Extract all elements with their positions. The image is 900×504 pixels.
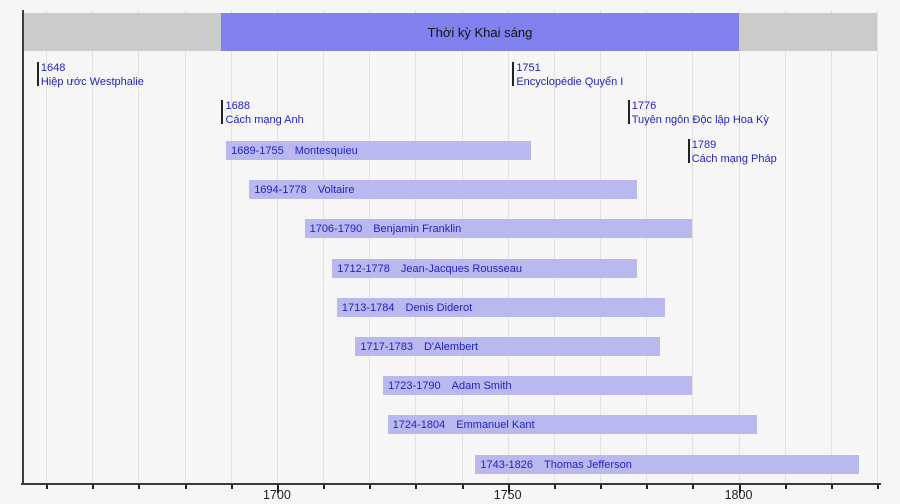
person-name: Emmanuel Kant (456, 418, 535, 431)
x-axis-minor-tick (600, 485, 603, 489)
person-name: Denis Diderot (405, 301, 473, 314)
event-marker-tick (221, 100, 224, 124)
person-years: 1743-1826 (480, 458, 533, 471)
person-name: Montesquieu (294, 144, 358, 157)
gridline (92, 10, 94, 483)
event-label: 1776 Tuyên ngôn Độc lập Hoa Kỳ (632, 100, 769, 127)
person-years: 1712-1778 (337, 262, 390, 275)
gridline (507, 10, 509, 483)
x-axis-minor-tick (415, 485, 418, 489)
event-year: 1648 (40, 62, 66, 74)
x-axis-minor-tick (646, 485, 649, 489)
person-bar: 1743-1826 Thomas Jefferson (475, 455, 859, 474)
x-axis-minor-tick (92, 485, 95, 489)
gridline (830, 10, 832, 483)
x-axis-minor-tick (46, 485, 49, 489)
x-axis-minor-tick (784, 485, 787, 489)
gridline (46, 10, 48, 483)
x-axis-major-tick (507, 485, 510, 493)
gridline (184, 10, 186, 483)
person-name: D'Alembert (423, 340, 479, 353)
x-axis-tick-label: 1800 (724, 488, 753, 502)
x-axis-minor-tick (877, 485, 879, 489)
event-year: 1776 (631, 100, 657, 112)
x-axis-minor-tick (230, 485, 233, 489)
gridline (738, 10, 740, 483)
gridline (877, 10, 878, 483)
event-name: Tuyên ngôn Độc lập Hoa Kỳ (631, 113, 769, 126)
event-name: Cách mạng Anh (225, 113, 304, 126)
chart-title: Thời kỳ Khai sáng (427, 24, 533, 40)
y-axis-line (22, 10, 24, 483)
person-bar: 1713-1784 Denis Diderot (336, 298, 665, 317)
gridline (692, 10, 694, 483)
gridline (369, 10, 371, 483)
person-name: Voltaire (317, 183, 355, 196)
gridline (276, 10, 278, 483)
x-axis-tick-label: 1750 (493, 488, 522, 502)
event-marker-tick (512, 62, 515, 86)
x-axis-major-tick (738, 485, 741, 493)
person-bar: 1689-1755 Montesquieu (226, 141, 531, 160)
person-bar: 1723-1790 Adam Smith (383, 376, 693, 395)
event-name: Encyclopédie Quyển I (516, 75, 624, 88)
person-name: Thomas Jefferson (543, 458, 632, 471)
person-name: Benjamin Franklin (373, 222, 462, 235)
x-axis-minor-tick (461, 485, 464, 489)
x-axis-minor-tick (138, 485, 141, 489)
person-years: 1724-1804 (392, 418, 446, 431)
gridline (138, 10, 140, 483)
gridline (461, 10, 463, 483)
gridline (553, 10, 555, 483)
event-marker-tick (627, 100, 630, 124)
event-name: Cách mạng Pháp (691, 152, 777, 165)
x-axis-minor-tick (184, 485, 187, 489)
gridline (784, 10, 786, 483)
gridline (646, 10, 648, 483)
event-marker-tick (687, 139, 690, 163)
period-bar: Thời kỳ Khai sáng (221, 13, 739, 51)
event-label: 1648 Hiệp ước Westphalie (41, 62, 144, 89)
person-bar: 1717-1783 D'Alembert (355, 337, 661, 356)
person-years: 1689-1755 (231, 144, 284, 157)
event-marker-tick (36, 62, 39, 86)
event-year: 1688 (225, 100, 250, 112)
gridline (230, 10, 232, 483)
person-years: 1723-1790 (388, 379, 441, 392)
person-years: 1713-1784 (341, 301, 395, 314)
x-axis-tick-label: 1700 (262, 488, 291, 502)
event-name: Hiệp ước Westphalie (40, 75, 144, 88)
gridline (415, 10, 417, 483)
x-axis-minor-tick (323, 485, 326, 489)
person-bar: 1712-1778 Jean-Jacques Rousseau (332, 259, 637, 278)
person-name: Adam Smith (451, 379, 512, 392)
gridline (323, 10, 325, 483)
event-label: 1751 Encyclopédie Quyển I (516, 62, 623, 89)
gridline (600, 10, 602, 483)
person-years: 1694-1778 (254, 183, 307, 196)
person-bar: 1694-1778 Voltaire (249, 180, 637, 199)
event-year: 1751 (516, 62, 541, 74)
x-axis-minor-tick (692, 485, 695, 489)
person-name: Jean-Jacques Rousseau (400, 262, 522, 275)
event-label: 1688 Cách mạng Anh (225, 100, 303, 127)
x-axis-major-tick (276, 485, 279, 493)
person-years: 1706-1790 (309, 222, 363, 235)
x-axis-minor-tick (830, 485, 833, 489)
person-bar: 1706-1790 Benjamin Franklin (304, 219, 693, 238)
x-axis-minor-tick (553, 485, 556, 489)
event-label: 1789 Cách mạng Pháp (692, 139, 777, 166)
x-axis-minor-tick (369, 485, 372, 489)
event-year: 1789 (691, 139, 717, 151)
person-years: 1717-1783 (360, 340, 413, 353)
person-bar: 1724-1804 Emmanuel Kant (387, 415, 757, 434)
x-axis-line (21, 483, 881, 485)
